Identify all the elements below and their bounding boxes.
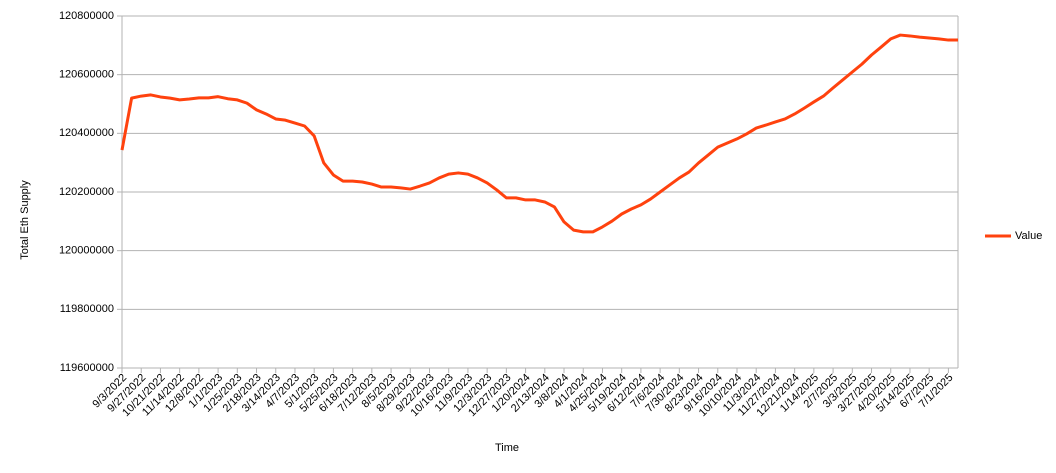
y-tick-label: 119800000 [60,303,114,315]
x-axis-title: Time [495,442,519,454]
y-tick-label: 120600000 [59,69,114,81]
y-tick-label: 120800000 [59,10,114,22]
data-line [120,33,958,234]
y-tick-label: 120000000 [59,245,114,257]
y-axis-title: Total Eth Supply [19,180,31,260]
legend-label: Value [1015,230,1042,242]
y-tick-label: 120400000 [59,127,114,139]
y-tick-label: 119600000 [60,362,114,374]
y-tick-label: 120200000 [59,186,114,198]
